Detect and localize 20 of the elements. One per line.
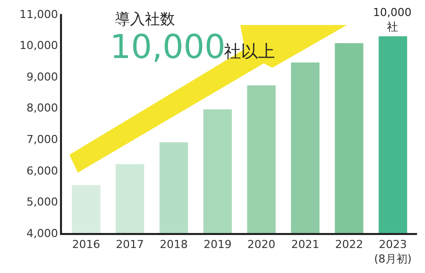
x-tick-label: 2019 (204, 238, 232, 251)
x-tick-label: 2021 (291, 238, 320, 251)
y-tick-label: 9,000 (26, 70, 58, 84)
y-tick-label: 4,000 (26, 226, 58, 240)
annotation: 10,000 (110, 27, 226, 66)
x-tick-label: 2022 (335, 238, 364, 251)
annotation: 導入社数 (115, 10, 175, 28)
annotation: 社以上 (224, 42, 275, 62)
x-tick-label: 2016 (72, 238, 100, 251)
x-tick-label: 2023 (8月初) (374, 238, 412, 266)
x-tick-label: 2018 (160, 238, 188, 251)
y-tick-label: 8,000 (26, 102, 58, 115)
y-tick-label: 7,000 (26, 132, 58, 146)
y-tick-label: 5,000 (26, 196, 58, 209)
y-tick-label: 10,000 (20, 39, 58, 52)
annotation: 10,000 社 (373, 6, 412, 34)
y-tick-label: 6,000 (26, 164, 58, 178)
x-tick-label: 2020 (247, 238, 276, 251)
x-tick-label: 2017 (116, 238, 144, 251)
y-tick-label: 11,000 (20, 8, 58, 21)
